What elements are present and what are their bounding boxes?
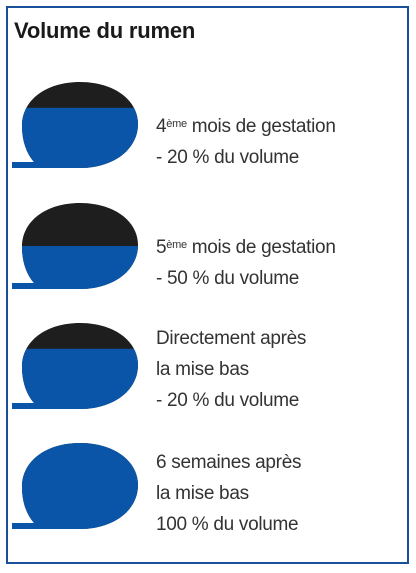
- stage-line3: - 20 % du volume: [156, 390, 300, 411]
- rumen-icon: [12, 82, 138, 168]
- stage-line2: - 50 % du volume: [156, 268, 300, 289]
- stage-line2: - 20 % du volume: [156, 147, 300, 168]
- stage-line3: 100 % du volume: [156, 514, 299, 535]
- stage-line1: 6 semaines après: [156, 452, 302, 473]
- rumen-icon: [12, 443, 138, 529]
- stage-text: 4ème mois de gestation - 20 % du volume: [156, 111, 336, 173]
- stage-line2: la mise bas: [156, 483, 249, 504]
- stage-text: 6 semaines après la mise bas 100 % du vo…: [156, 447, 301, 540]
- rumen-filled-part: [12, 348, 138, 409]
- rumen-icon: [12, 323, 138, 409]
- stage-text: Directement après la mise bas - 20 % du …: [156, 323, 306, 416]
- stage-line1: 5ème mois de gestation: [156, 237, 336, 258]
- panel-title: Volume du rumen: [14, 18, 196, 43]
- stage-line2: la mise bas: [156, 359, 249, 380]
- rumen-icon: [12, 203, 138, 289]
- stage-text: 5ème mois de gestation - 50 % du volume: [156, 232, 336, 294]
- rumen-filled-part: [12, 107, 138, 168]
- stage-line1: 4ème mois de gestation: [156, 116, 336, 137]
- rumen-volume-panel: Volume du rumen 4ème mois de gestation -…: [6, 6, 409, 564]
- stage-line1: Directement après: [156, 328, 307, 349]
- rumen-filled-part: [12, 443, 138, 529]
- rumen-filled-part: [12, 246, 138, 289]
